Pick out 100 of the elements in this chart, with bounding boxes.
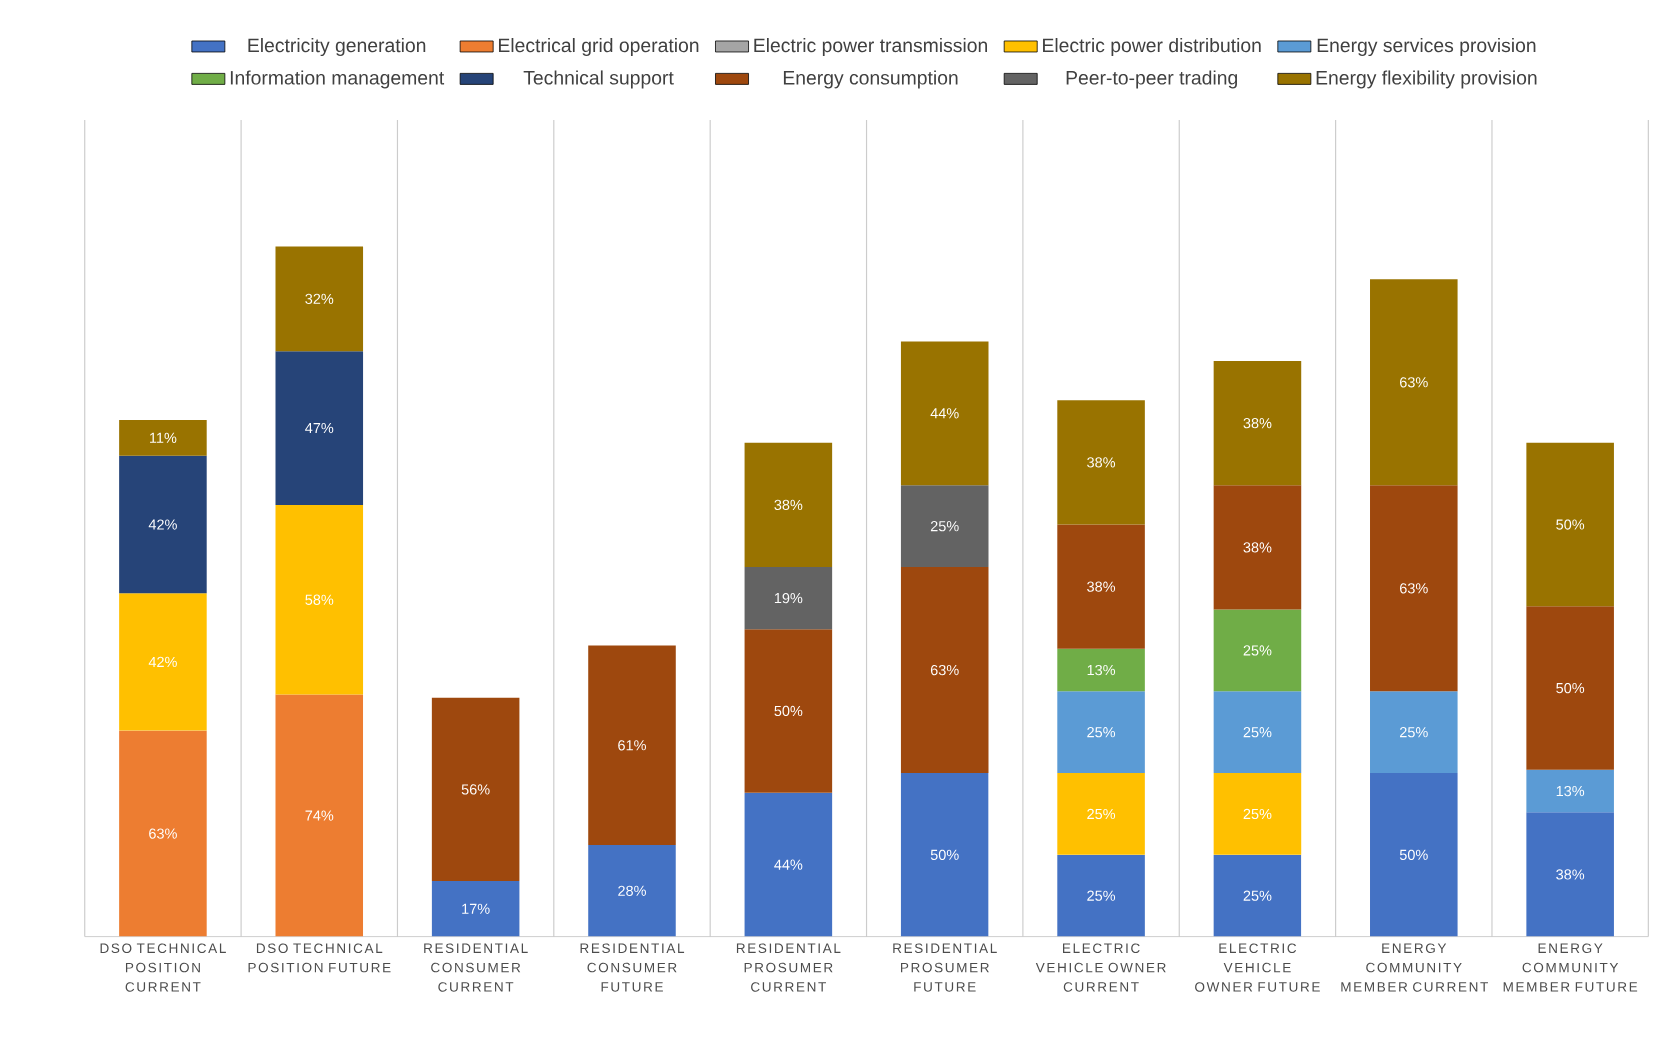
bar xyxy=(1213,691,1302,774)
data-label: 50% xyxy=(1399,849,1428,860)
legend-label: Energy flexibility provision xyxy=(1316,70,1537,89)
bar xyxy=(119,593,207,731)
data-label: 42% xyxy=(148,519,177,530)
data-label: 63% xyxy=(1400,377,1428,388)
bar xyxy=(1057,691,1145,774)
data-label: 74% xyxy=(305,810,334,821)
data-label: 25% xyxy=(1087,890,1116,901)
bar xyxy=(900,773,989,937)
legend-label: Energy consumption xyxy=(783,70,958,89)
data-label: 47% xyxy=(305,422,334,434)
data-label: 42% xyxy=(148,656,177,667)
bar xyxy=(1370,279,1458,486)
data-label: 25% xyxy=(1087,808,1116,820)
legend-label: Electric power transmission xyxy=(754,37,987,56)
bar xyxy=(1213,485,1302,610)
bar xyxy=(1057,648,1145,692)
x-tick-label: ENERGY COMMUNITY MEMBER FUTURE xyxy=(1503,943,1638,992)
bar xyxy=(119,730,207,937)
x-tick-label: ELECTRIC VEHICLE OWNER CURRENT xyxy=(1035,943,1166,992)
data-label: 38% xyxy=(774,499,803,510)
data-label: 25% xyxy=(1087,726,1116,738)
legend-label: Information management xyxy=(230,70,445,89)
bar xyxy=(744,629,833,793)
bar xyxy=(900,566,989,774)
bar xyxy=(744,566,833,630)
bar xyxy=(1057,400,1145,525)
data-label: 19% xyxy=(774,592,803,604)
x-tick-label: RESIDENTIAL PROSUMER CURRENT xyxy=(736,943,841,992)
legend-label: Electric power distribution xyxy=(1043,37,1261,56)
bar xyxy=(1057,524,1145,649)
x-tick-label: RESIDENTIAL CONSUMER CURRENT xyxy=(424,943,528,992)
bar xyxy=(119,419,207,456)
data-label: 38% xyxy=(1243,542,1272,553)
bar xyxy=(1526,442,1614,607)
bar xyxy=(1213,773,1302,855)
bar xyxy=(275,694,364,937)
data-label: 11% xyxy=(150,432,177,443)
bar xyxy=(1526,812,1614,937)
bar xyxy=(275,351,364,505)
data-label: 25% xyxy=(1243,808,1272,820)
data-label: 28% xyxy=(618,885,646,896)
bar xyxy=(1213,854,1302,937)
data-label: 44% xyxy=(774,859,803,870)
legend-label: Energy services provision xyxy=(1317,37,1536,56)
bar xyxy=(588,645,676,845)
bar xyxy=(431,697,520,881)
legend-label: Electrical grid operation xyxy=(498,37,699,56)
bar xyxy=(900,485,989,567)
legend-label: Electricity generation xyxy=(248,37,426,56)
data-label: 50% xyxy=(1556,682,1585,694)
bar xyxy=(1370,485,1458,692)
data-label: 13% xyxy=(1556,785,1585,797)
x-tick-label: DSO TECHNICAL POSITION FUTURE xyxy=(248,943,391,973)
data-label: 61% xyxy=(618,740,646,751)
data-label: 63% xyxy=(1400,583,1428,594)
x-tick-label: RESIDENTIAL CONSUMER FUTURE xyxy=(580,943,685,992)
data-label: 25% xyxy=(1243,890,1272,901)
bar xyxy=(431,880,520,937)
bar xyxy=(275,504,364,695)
data-label: 32% xyxy=(305,293,334,304)
data-label: 25% xyxy=(930,520,959,532)
data-label: 17% xyxy=(462,903,490,914)
bar xyxy=(1526,606,1614,770)
bar xyxy=(744,442,833,567)
bar xyxy=(275,246,364,352)
bar xyxy=(900,341,989,486)
x-tick-label: ELECTRIC VEHICLE OWNER FUTURE xyxy=(1195,943,1320,992)
bar xyxy=(588,844,676,937)
legend-label: Peer-to-peer trading xyxy=(1066,70,1238,89)
bar xyxy=(1057,773,1145,855)
data-label: 50% xyxy=(1556,519,1585,530)
x-tick-label: RESIDENTIAL PROSUMER FUTURE xyxy=(893,943,997,992)
data-label: 50% xyxy=(774,705,803,717)
data-label: 50% xyxy=(930,849,959,860)
bar xyxy=(1526,769,1614,813)
bar xyxy=(1213,609,1302,692)
data-label: 56% xyxy=(461,784,490,795)
legend-label: Technical support xyxy=(523,70,674,89)
data-label: 44% xyxy=(930,408,959,419)
data-label: 58% xyxy=(305,594,334,605)
data-label: 25% xyxy=(1400,726,1428,738)
data-label: 25% xyxy=(1243,645,1272,656)
data-label: 13% xyxy=(1087,664,1116,676)
data-label: 63% xyxy=(149,828,177,839)
bar xyxy=(744,792,833,937)
data-label: 38% xyxy=(1556,869,1585,880)
bar xyxy=(1057,854,1145,937)
data-label: 63% xyxy=(930,664,959,676)
data-label: 25% xyxy=(1243,726,1272,738)
bar xyxy=(119,455,207,594)
bar xyxy=(1370,773,1458,937)
data-label: 38% xyxy=(1243,417,1272,429)
x-tick-label: ENERGY COMMUNITY MEMBER CURRENT xyxy=(1341,943,1488,992)
bar xyxy=(1213,360,1302,486)
x-tick-label: DSO TECHNICAL POSITION CURRENT xyxy=(100,943,226,992)
data-label: 38% xyxy=(1087,457,1116,468)
bar xyxy=(1370,691,1458,774)
data-label: 38% xyxy=(1087,581,1116,592)
